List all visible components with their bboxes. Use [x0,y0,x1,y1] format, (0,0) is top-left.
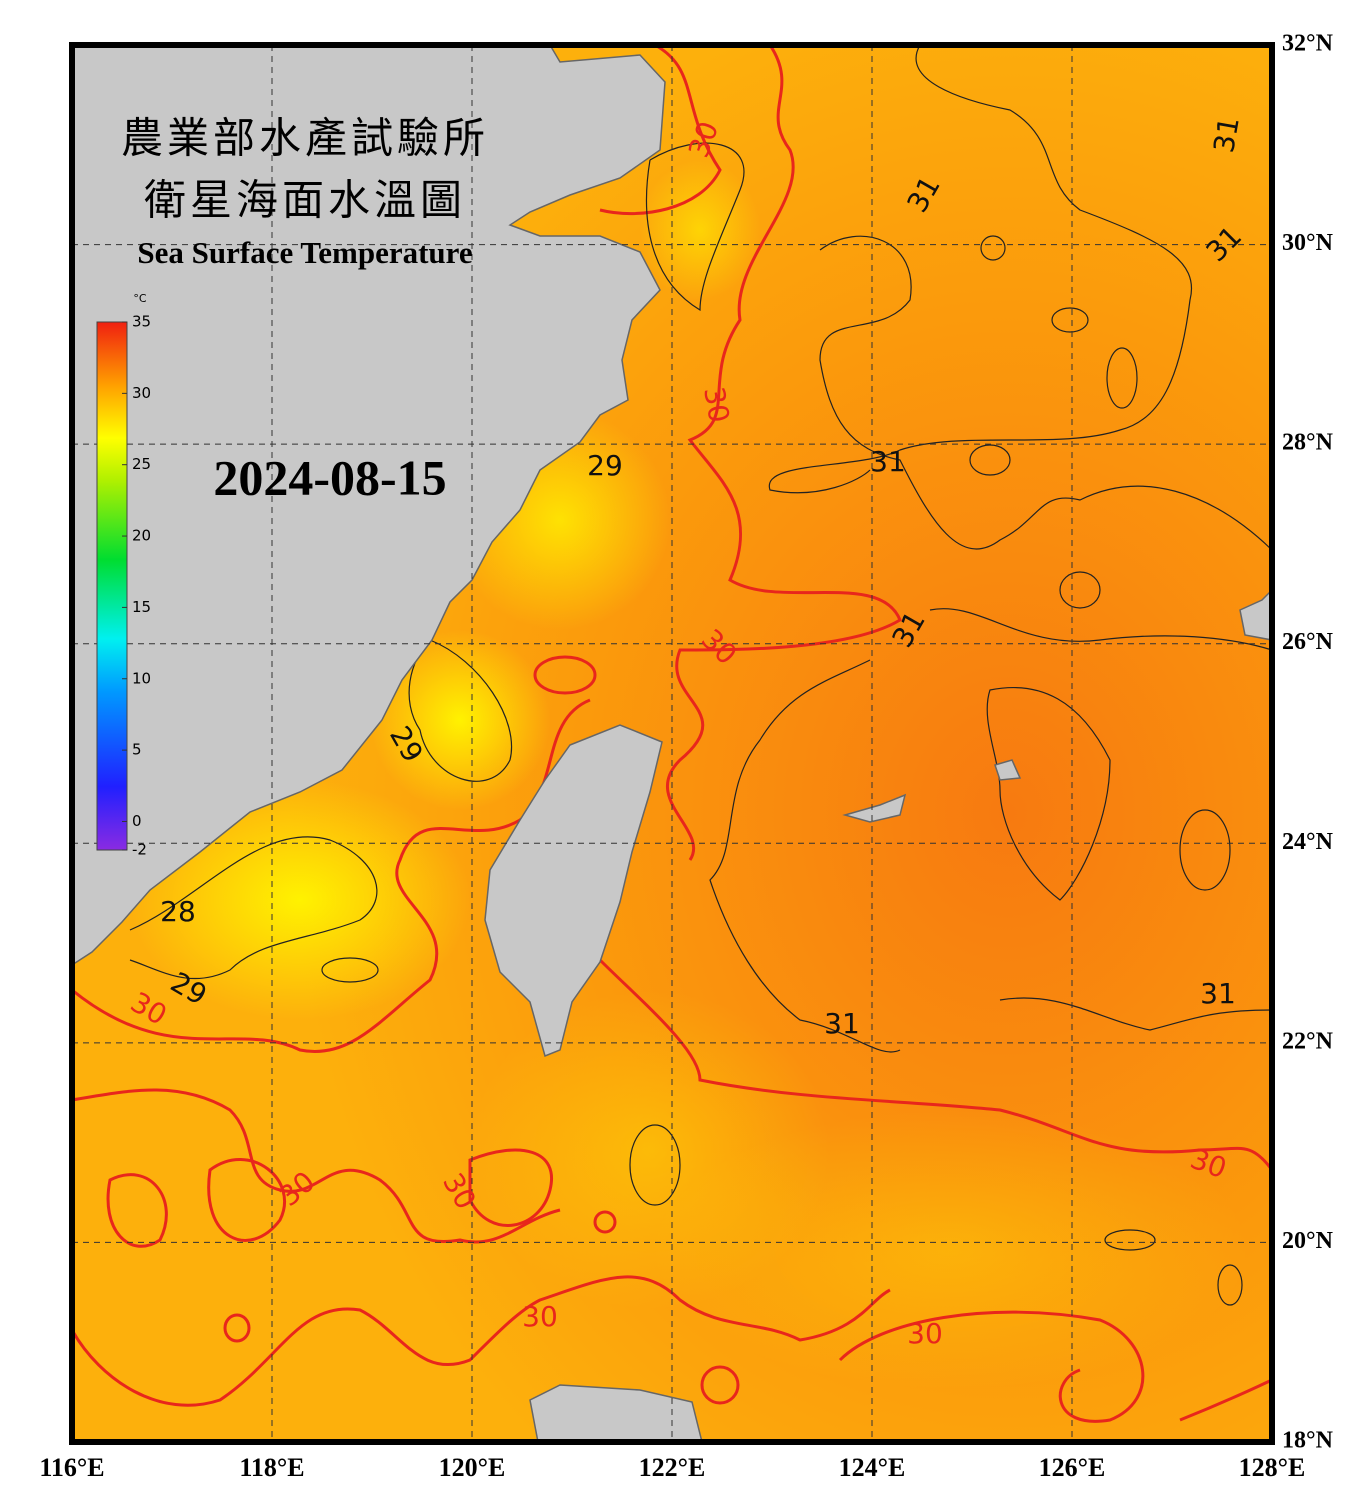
warm-patch [370,630,550,810]
y-tick-label: 22°N [1282,1028,1334,1054]
map-frame [69,42,1275,1445]
contour [709,659,901,1053]
colorbar-tick-label: 10 [132,669,151,687]
y-tick-label: 32°N [1282,31,1334,57]
title-zh: 農業部水產試驗所 [121,116,489,163]
contour [1217,1264,1243,1306]
colorbar [96,321,128,851]
island [1239,588,1272,641]
contour [1179,1378,1272,1422]
contour-label: 30 [522,1300,558,1333]
contour [598,958,1272,1171]
contour [72,1275,891,1407]
contour [1104,1229,1156,1251]
luzon [529,1384,703,1442]
contour [533,655,597,695]
contour [819,235,1272,551]
colorbar-tick-label: -2 [132,841,147,859]
contour [929,608,1272,651]
title-zh: 衛星海面水溫圖 [144,179,466,225]
contours-30 [72,45,1272,1423]
land [72,45,1272,1442]
contour [321,957,379,983]
colorbar-tick-label: 35 [132,313,151,331]
colorbar-tick-label: 15 [132,598,151,616]
contour [223,1313,251,1343]
contour [72,1088,561,1244]
warm-patch [640,160,760,300]
colorbar-tick-label: 30 [132,384,151,402]
contour [999,997,1272,1031]
island [994,759,1022,781]
contour [665,45,902,861]
grid [72,45,1272,1442]
contour-label: 28 [160,895,196,928]
colorbar-tick-label: 0 [132,812,142,830]
contour-label: 29 [587,449,623,482]
contour-label: 31 [1207,114,1246,155]
contours-thin [129,45,1272,1306]
date: 2024-08-15 [213,449,446,505]
colorbar-tick-label: 5 [132,741,142,759]
contour [1059,571,1101,609]
contour-label: 30 [907,1317,943,1350]
contour [838,1310,1145,1423]
island [842,793,907,823]
x-tick-label: 124°E [839,1453,906,1482]
contour [969,444,1011,476]
x-tick-label: 122°E [639,1453,706,1482]
x-tick-label: 116°E [39,1453,104,1482]
colorbar-unit: °C [133,292,147,305]
contour-label: 31 [1200,977,1236,1010]
contour [106,1173,168,1248]
contour [593,1210,617,1234]
x-tick-label: 118°E [239,1453,304,1482]
y-tick-label: 20°N [1282,1228,1334,1254]
contour-label: 31 [870,445,906,478]
contour [700,1365,740,1405]
y-tick-label: 28°N [1282,430,1334,456]
axes: 116°E 118°E 120°E 122°E 124°E 126°E 128°E 32°N 3… [39,31,1333,1482]
contour [629,1124,681,1206]
contour-label: 31 [824,1007,860,1040]
contour [768,45,1192,494]
contour [207,1158,287,1242]
y-tick-label: 24°N [1282,829,1334,855]
x-tick-label: 120°E [439,1453,506,1482]
taiwan [484,724,663,1058]
contour [980,235,1006,261]
contour [408,639,513,782]
china-mainland [72,45,666,966]
contour [1106,347,1138,409]
contour [1179,809,1231,891]
contour [468,1148,553,1227]
contour [129,836,378,980]
title-en: Sea Surface Temperature [137,235,472,270]
contour [1051,307,1089,333]
colorbar-tick-label: 25 [132,455,151,473]
x-tick-label: 128°E [1239,1453,1306,1482]
y-tick-label: 26°N [1282,629,1334,655]
contour [645,142,745,312]
contour [599,45,722,216]
y-tick-label: 18°N [1282,1428,1334,1454]
x-tick-label: 126°E [1039,1453,1106,1482]
contour-label: 30 [697,384,736,425]
y-tick-label: 30°N [1282,230,1334,256]
colorbar-tick-label: 20 [132,527,151,545]
colorbar-ticks: 35 30 25 20 15 10 5 0 -2 [122,313,151,859]
